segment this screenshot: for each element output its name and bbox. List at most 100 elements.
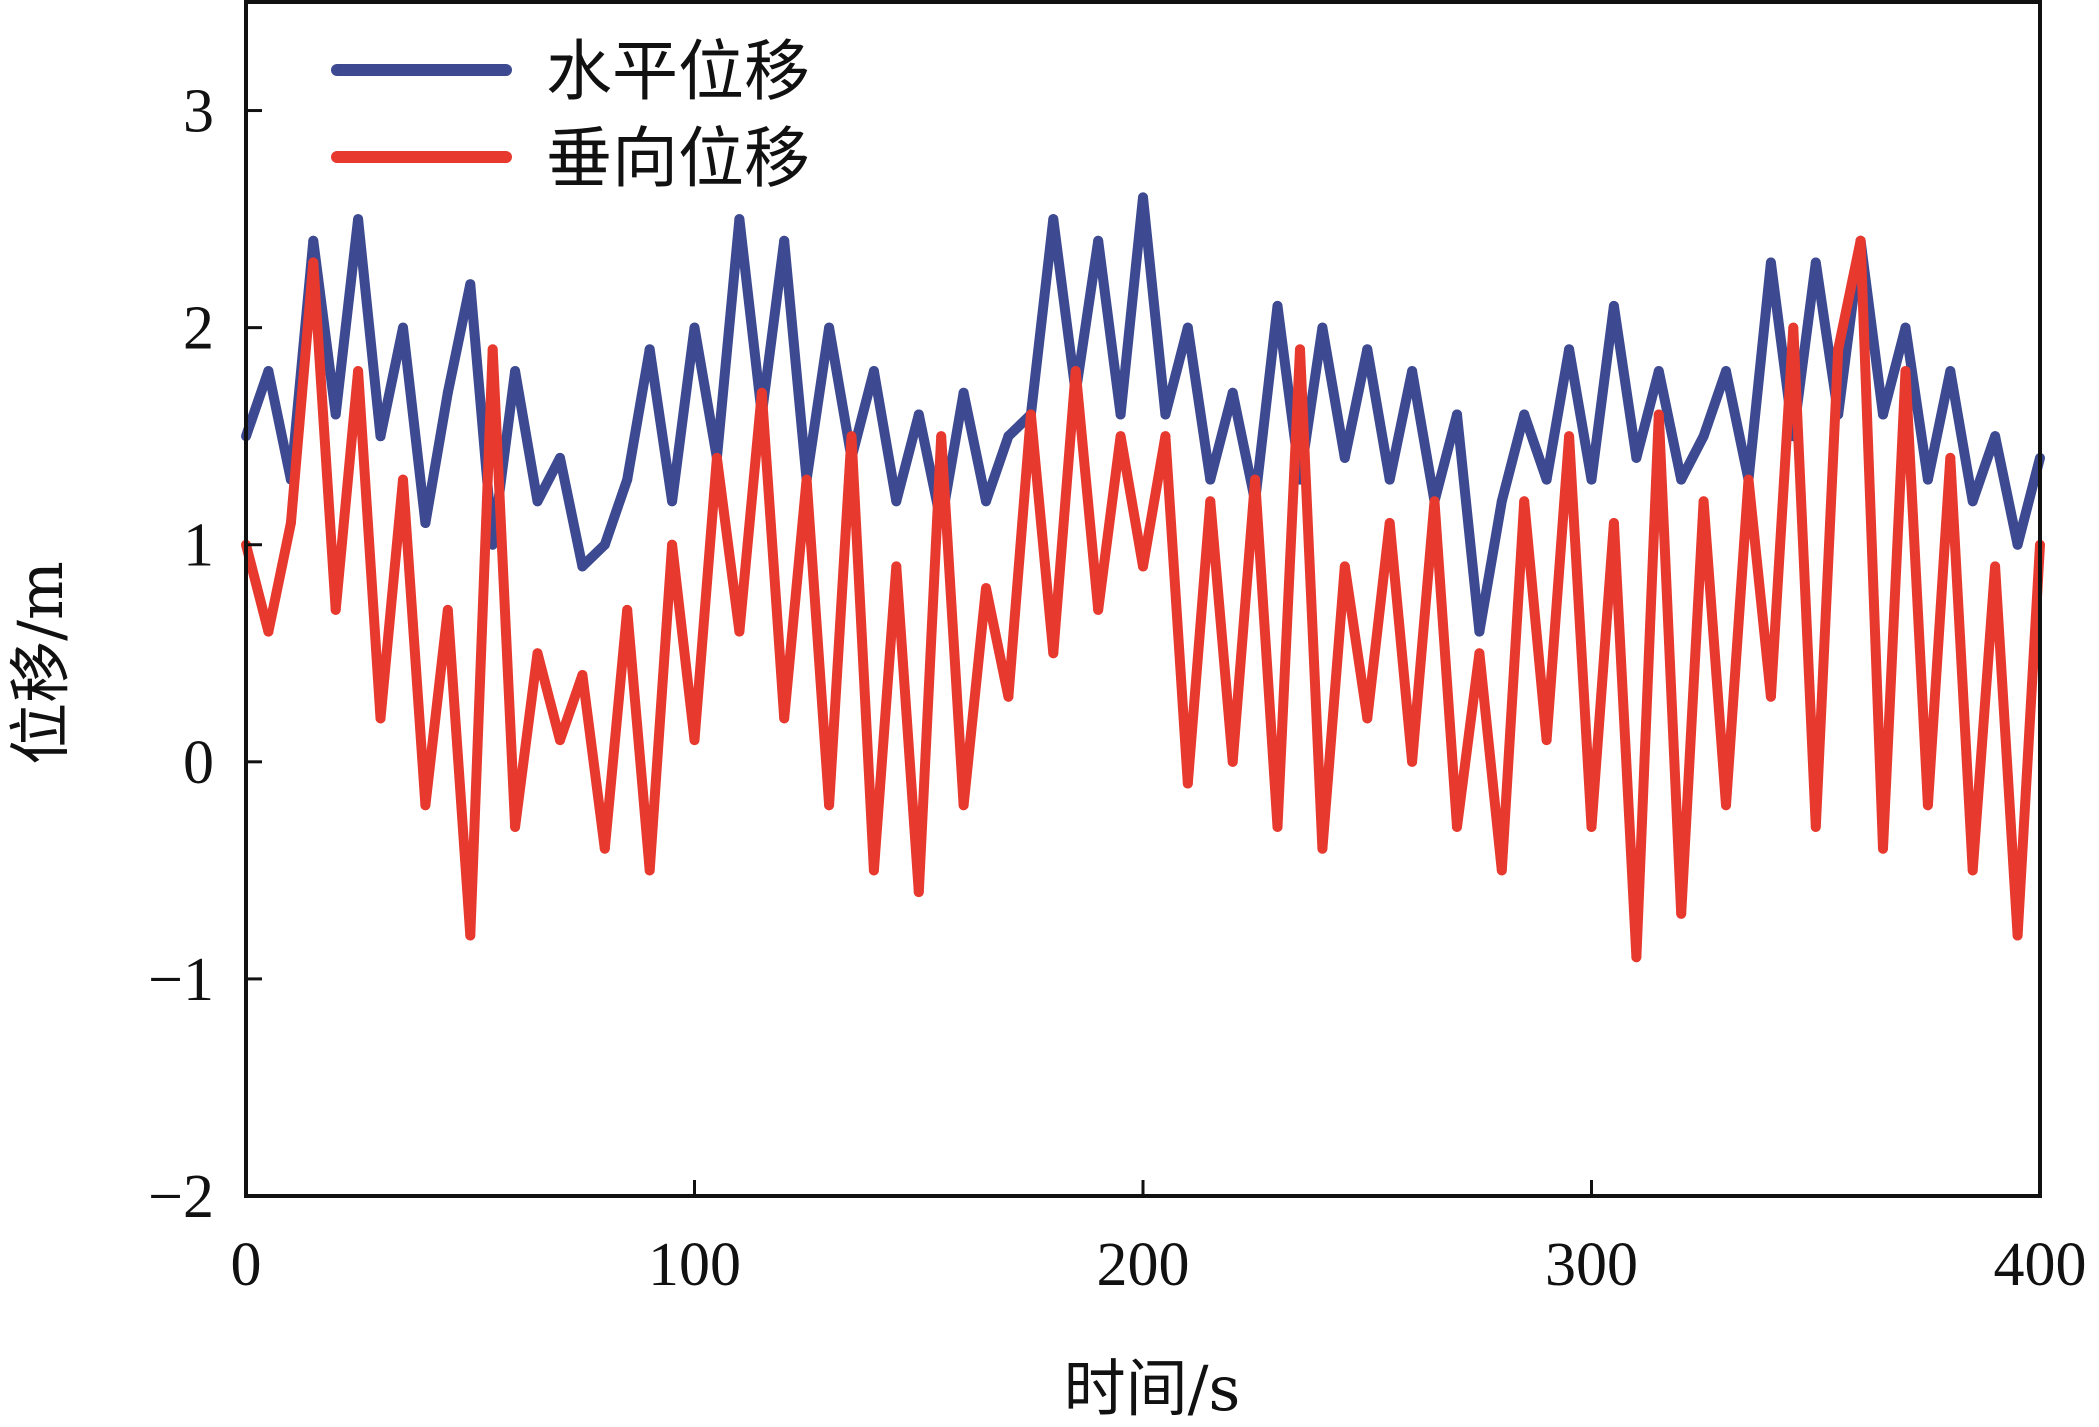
data-point bbox=[1810, 257, 1821, 268]
data-point bbox=[1272, 821, 1283, 832]
data-point bbox=[263, 626, 274, 637]
data-point bbox=[1339, 452, 1350, 463]
data-point bbox=[599, 539, 610, 550]
data-point bbox=[420, 518, 431, 529]
data-point bbox=[1182, 322, 1193, 333]
data-point bbox=[1160, 409, 1171, 420]
data-point bbox=[1653, 366, 1664, 377]
data-point bbox=[1407, 366, 1418, 377]
data-point bbox=[981, 496, 992, 507]
data-point bbox=[622, 604, 633, 615]
data-point bbox=[1586, 474, 1597, 485]
data-point bbox=[532, 496, 543, 507]
data-point bbox=[1003, 691, 1014, 702]
data-point bbox=[1429, 496, 1440, 507]
data-point bbox=[1631, 452, 1642, 463]
data-point bbox=[1474, 626, 1485, 637]
data-point bbox=[442, 387, 453, 398]
data-point bbox=[554, 735, 565, 746]
data-point bbox=[2012, 539, 2023, 550]
data-point bbox=[1743, 474, 1754, 485]
legend-label-vertical: 垂向位移 bbox=[546, 120, 810, 197]
data-point bbox=[1205, 474, 1216, 485]
data-point bbox=[375, 713, 386, 724]
data-point bbox=[689, 322, 700, 333]
data-point bbox=[1990, 431, 2001, 442]
ticks-layer: 0 100 200 300 400 −2 −1 0 1 2 3 bbox=[148, 78, 2086, 1299]
data-point bbox=[1721, 800, 1732, 811]
data-point bbox=[711, 452, 722, 463]
data-point bbox=[801, 474, 812, 485]
data-point bbox=[1967, 865, 1978, 876]
data-point bbox=[1922, 800, 1933, 811]
data-point bbox=[1227, 387, 1238, 398]
x-tick-label: 200 bbox=[1097, 1231, 1190, 1299]
data-point bbox=[913, 409, 924, 420]
data-point bbox=[1093, 604, 1104, 615]
data-point bbox=[1519, 409, 1530, 420]
data-point bbox=[644, 344, 655, 355]
data-point bbox=[779, 713, 790, 724]
data-point bbox=[510, 366, 521, 377]
data-point bbox=[1496, 496, 1507, 507]
data-point bbox=[330, 409, 341, 420]
data-point bbox=[667, 539, 678, 550]
data-point bbox=[1541, 735, 1552, 746]
data-point bbox=[577, 669, 588, 680]
data-point bbox=[599, 843, 610, 854]
data-point bbox=[1833, 344, 1844, 355]
data-point bbox=[442, 604, 453, 615]
data-point bbox=[1765, 691, 1776, 702]
y-tick-label: −1 bbox=[148, 946, 214, 1014]
data-point bbox=[1496, 865, 1507, 876]
data-point bbox=[1227, 756, 1238, 767]
data-point bbox=[1451, 409, 1462, 420]
data-point bbox=[465, 930, 476, 941]
data-point bbox=[644, 865, 655, 876]
data-point bbox=[1855, 235, 1866, 246]
data-point bbox=[375, 431, 386, 442]
data-point bbox=[1182, 778, 1193, 789]
data-point bbox=[1250, 474, 1261, 485]
y-tick-label: 0 bbox=[183, 729, 214, 797]
data-point bbox=[353, 366, 364, 377]
data-point bbox=[824, 322, 835, 333]
data-point bbox=[936, 431, 947, 442]
data-point bbox=[487, 344, 498, 355]
data-point bbox=[330, 604, 341, 615]
data-point bbox=[824, 800, 835, 811]
y-axis-title: 位移/m bbox=[4, 561, 77, 765]
data-point bbox=[1900, 366, 1911, 377]
data-point bbox=[1339, 561, 1350, 572]
data-point bbox=[285, 518, 296, 529]
data-point bbox=[1698, 496, 1709, 507]
data-point bbox=[1922, 474, 1933, 485]
data-point bbox=[420, 800, 431, 811]
data-point bbox=[1788, 322, 1799, 333]
data-point bbox=[263, 366, 274, 377]
data-point bbox=[891, 496, 902, 507]
data-point bbox=[1765, 257, 1776, 268]
data-point bbox=[868, 366, 879, 377]
data-point bbox=[1070, 366, 1081, 377]
data-point bbox=[1541, 474, 1552, 485]
data-point bbox=[1138, 561, 1148, 572]
data-point bbox=[981, 583, 992, 594]
x-tick-label: 0 bbox=[231, 1231, 262, 1299]
data-point bbox=[756, 387, 767, 398]
data-point bbox=[397, 474, 408, 485]
y-tick-label: 1 bbox=[183, 512, 214, 580]
data-point bbox=[1294, 344, 1305, 355]
data-point bbox=[1945, 452, 1956, 463]
data-point bbox=[1945, 366, 1956, 377]
data-point bbox=[1115, 431, 1126, 442]
data-point bbox=[1003, 431, 1014, 442]
data-point bbox=[1631, 952, 1642, 963]
data-point bbox=[667, 496, 678, 507]
data-point bbox=[1698, 431, 1709, 442]
x-axis-title: 时间/s bbox=[1064, 1352, 1241, 1425]
data-point bbox=[1474, 648, 1485, 659]
series-layer bbox=[241, 192, 2045, 963]
data-point bbox=[958, 800, 969, 811]
